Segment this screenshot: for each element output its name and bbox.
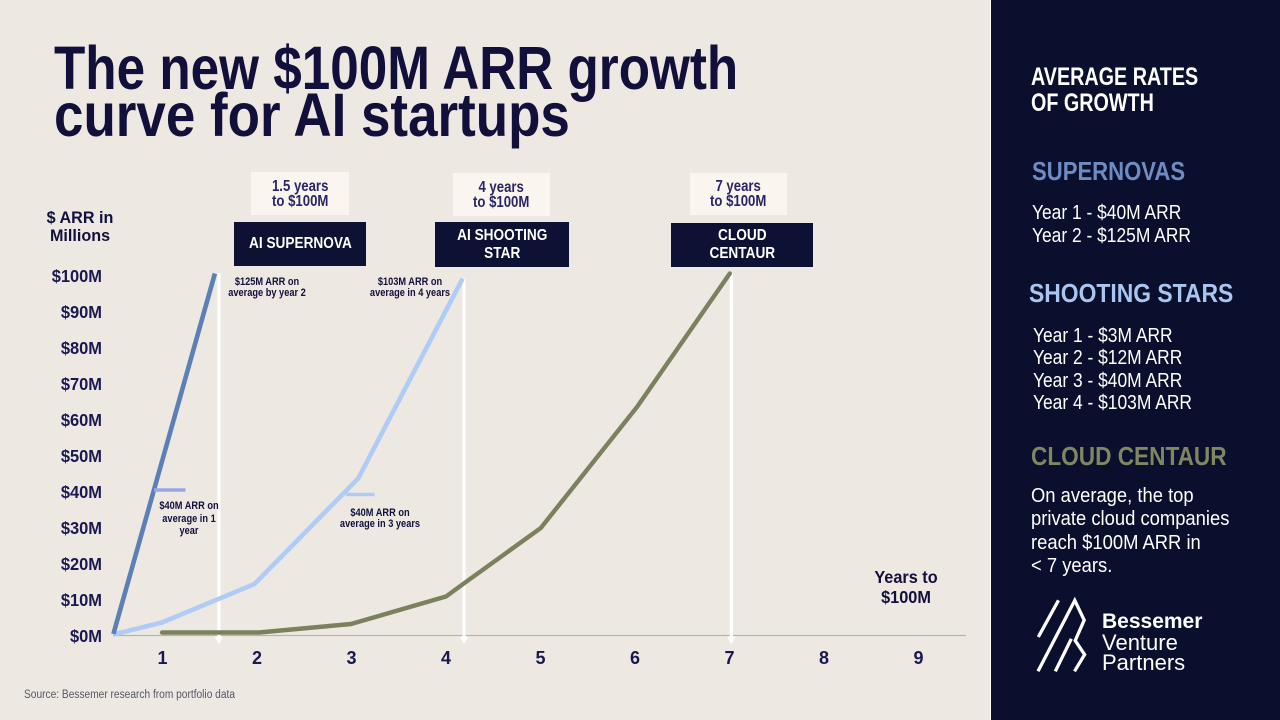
svg-text:Bessemer: Bessemer: [1102, 610, 1202, 633]
svg-text:Venture: Venture: [1102, 630, 1178, 655]
svg-text:Partners: Partners: [1102, 650, 1185, 675]
